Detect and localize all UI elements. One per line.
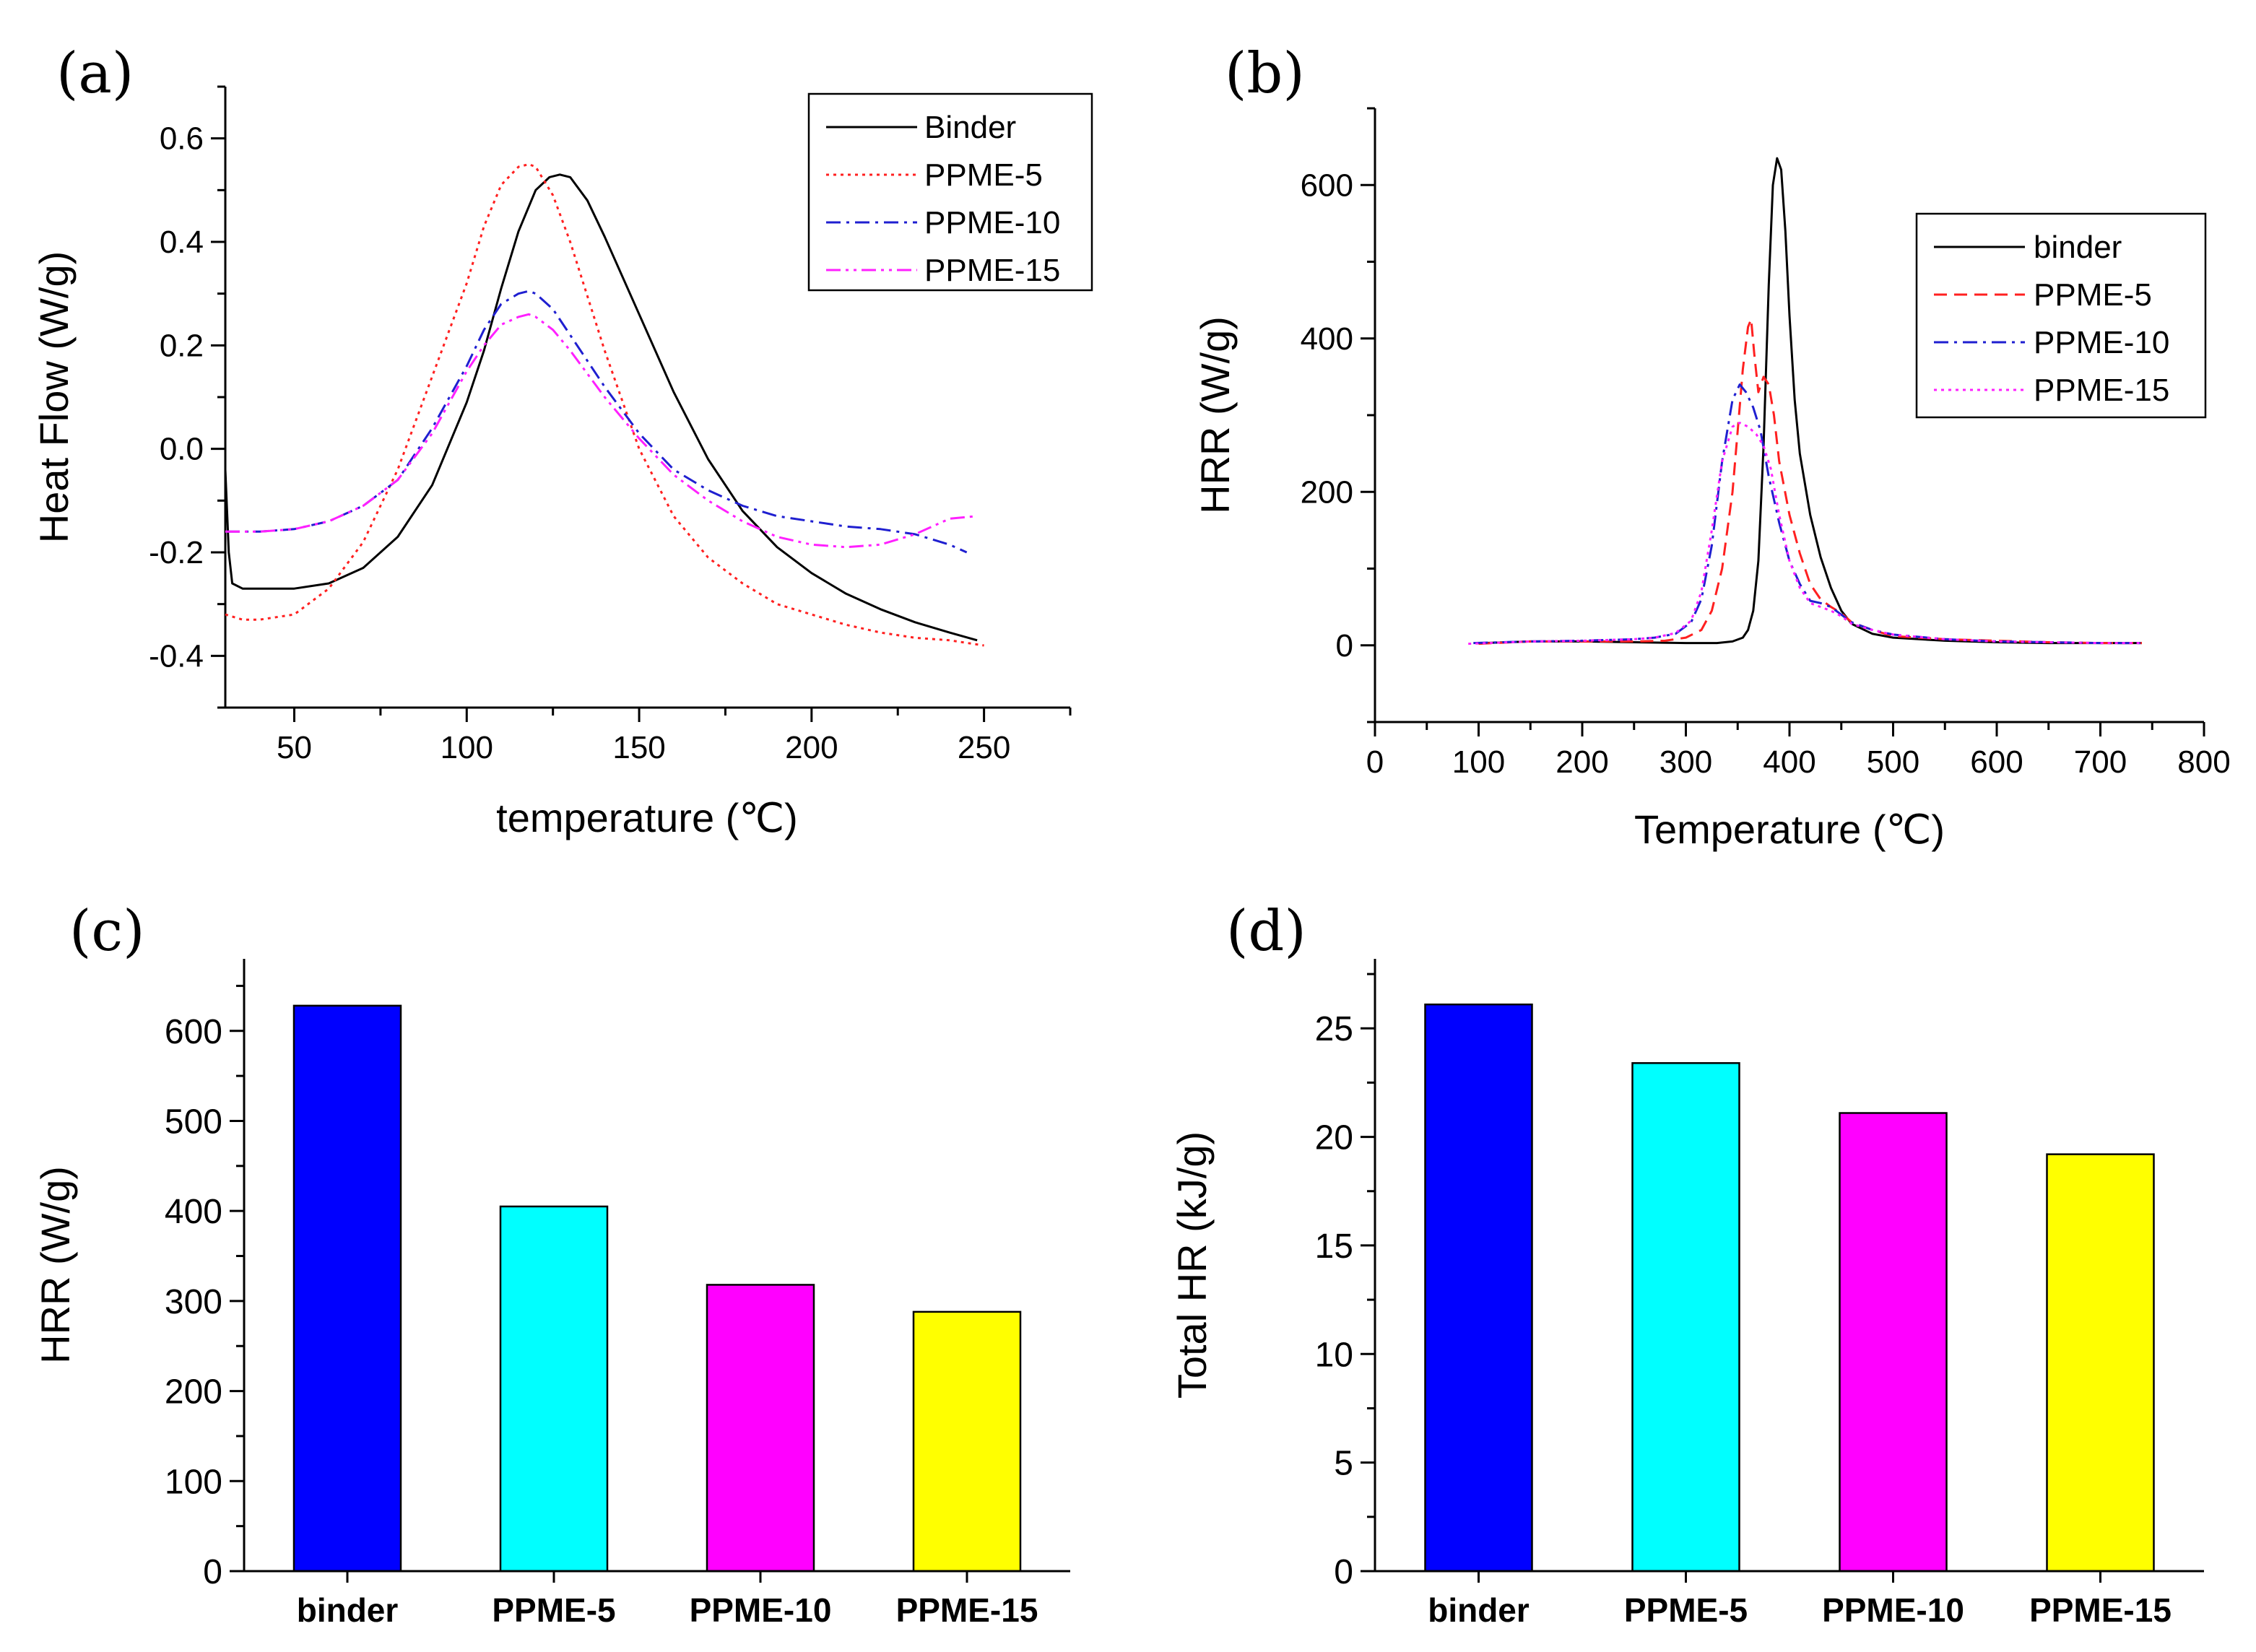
bar-ppme-10 [1839,1112,1948,1573]
series-line-ppme-10 [1473,383,2142,645]
legend-label: PPME-15 [2034,373,2169,408]
y-tick-label: 15 [1315,1227,1353,1266]
x-category-label: PPME-10 [1822,1591,1964,1629]
y-tick-label: 0 [1334,1553,1353,1591]
x-tick-label: 300 [1660,744,1712,780]
y-axis-title: HRR (W/g) [1192,316,1238,514]
legend-label: PPME-5 [924,157,1043,193]
panel-label: (b) [1225,41,1305,106]
x-tick-label: 200 [785,730,838,765]
x-tick-label: 0 [1366,744,1384,780]
x-tick-label: 100 [1452,744,1505,780]
x-tick-label: 200 [1556,744,1608,780]
y-tick-label: 0 [1336,628,1353,664]
panel-label: (a) [56,41,134,106]
bar-binder [292,1004,402,1573]
series-line-ppme-15 [225,313,978,549]
x-tick-label: 700 [2074,744,2127,780]
y-tick-label: 200 [165,1373,222,1412]
y-axis-title: HRR (W/g) [32,1166,78,1364]
bar-ppme-15 [912,1310,1022,1573]
x-axis-title: temperature (℃) [496,795,798,840]
legend-label: PPME-5 [2034,277,2152,313]
x-category-label: PPME-15 [896,1591,1038,1629]
x-axis-title: Temperature (℃) [1634,807,1945,852]
y-tick-label: 200 [1301,474,1353,510]
y-tick-label: 400 [165,1193,222,1231]
y-tick-label: 100 [165,1463,222,1501]
legend: binder PPME-5 PPME-10 PPME-15 [1915,212,2207,419]
y-tick-label: 600 [1301,168,1353,203]
y-tick-label: 0 [203,1553,222,1591]
series-line-ppme-10 [225,290,968,554]
legend: Binder PPME-5 PPME-10 PPME-15 [807,92,1093,292]
bar-ppme-5 [1631,1062,1740,1573]
panel-label: (d) [1226,899,1306,964]
y-tick-label: 400 [1301,321,1353,357]
series-line-binder [1483,157,2142,645]
y-tick-label: 0.0 [160,432,204,467]
x-category-label: PPME-5 [492,1591,615,1629]
legend-label: PPME-10 [2034,325,2169,360]
panel-b-hrr-curve-chart: (b) 0 100 200 300 400 500 600 700 800 0 200 400 600 Te… [1192,41,2231,852]
x-tick-label: 800 [2177,744,2230,780]
y-tick-label: 500 [165,1103,222,1141]
y-tick-label: 300 [165,1283,222,1321]
y-tick-label: 600 [165,1013,222,1051]
panel-label: (c) [69,899,145,964]
y-tick-label: -0.2 [149,535,204,570]
x-category-label: binder [297,1591,399,1629]
x-tick-label: 500 [1867,744,1919,780]
x-tick-label: 100 [441,730,493,765]
y-tick-label: 0.2 [160,328,204,363]
x-tick-label: 150 [612,730,665,765]
series-line-ppme-15 [1468,422,2142,645]
legend-label: binder [2034,230,2122,265]
x-tick-label: 400 [1763,744,1815,780]
series-line-ppme-5 [225,163,984,647]
panel-d-total-hr-bar-chart: (d) binder PPME-5 PPME-10 PPME-15 0 5 10 15 20 25 T… [1169,899,2204,1629]
panel-a-heat-flow-chart: (a) 50 100 150 200 250 -0.4 -0.2 0.0 0.2 0.4 0.6 tem… [31,41,1093,840]
x-category-label: binder [1428,1591,1530,1629]
x-category-label: PPME-10 [690,1591,832,1629]
legend-label: PPME-15 [924,253,1060,288]
y-tick-label: 25 [1315,1010,1353,1048]
y-tick-label: 0.4 [160,225,204,260]
bar-ppme-5 [499,1205,609,1573]
bar-ppme-15 [2046,1153,2155,1573]
y-tick-label: 0.6 [160,121,204,157]
panel-c-hrr-bar-chart: (c) binder PPME-5 PPME-10 PPME-15 0 100 200 300 4… [32,899,1070,1629]
x-category-label: PPME-5 [1624,1591,1748,1629]
y-tick-label: -0.4 [149,638,204,674]
legend-label: Binder [924,110,1016,145]
x-tick-label: 250 [958,730,1010,765]
x-tick-label: 50 [277,730,312,765]
y-tick-label: 5 [1334,1445,1353,1483]
y-tick-label: 20 [1315,1119,1353,1157]
y-tick-label: 10 [1315,1336,1353,1374]
x-category-label: PPME-15 [2029,1591,2172,1629]
legend-label: PPME-10 [924,205,1060,240]
bar-ppme-10 [706,1284,815,1573]
y-axis-title: Total HR (kJ/g) [1169,1131,1215,1399]
x-tick-label: 600 [1970,744,2023,780]
series-line-binder [224,173,978,642]
bar-binder [1424,1003,1533,1573]
series-line-ppme-5 [1478,318,2142,645]
y-axis-title: Heat Flow (W/g) [31,251,77,544]
